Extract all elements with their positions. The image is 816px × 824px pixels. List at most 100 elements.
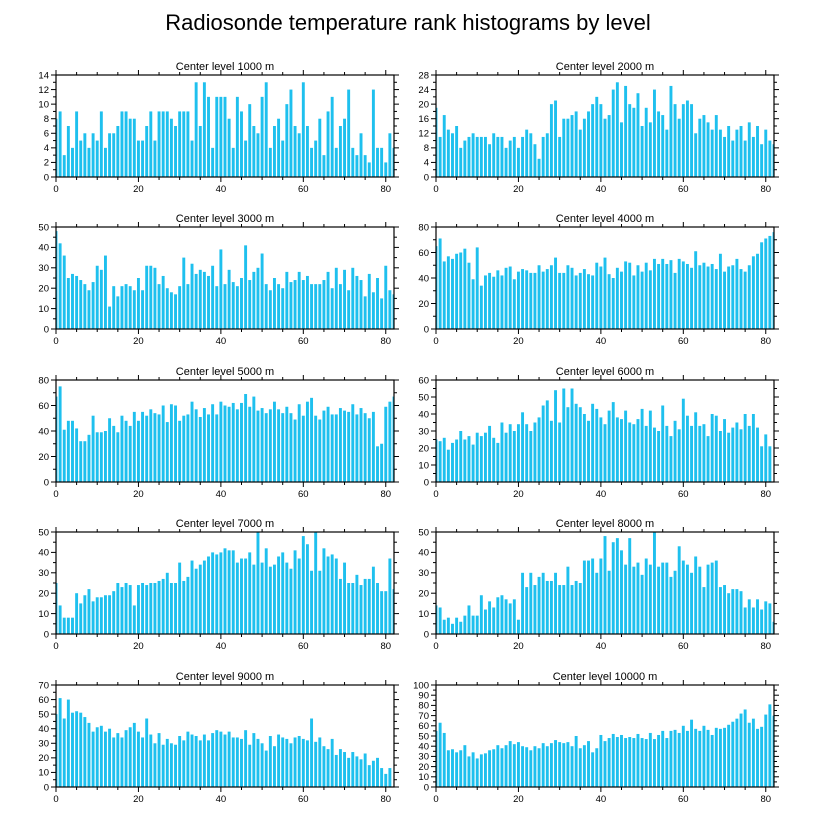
histogram-bar xyxy=(186,284,190,329)
histogram-bar xyxy=(438,722,442,787)
histogram-bar xyxy=(624,410,628,482)
histogram-bar xyxy=(62,155,66,177)
histogram-bar xyxy=(587,420,590,482)
x-tick-label: 40 xyxy=(596,641,607,652)
histogram-bar xyxy=(355,275,359,329)
histogram-bar xyxy=(582,745,586,787)
histogram-bar xyxy=(66,617,70,634)
histogram-bar xyxy=(669,85,673,177)
histogram-bar xyxy=(310,284,314,329)
histogram-bar xyxy=(285,104,289,177)
histogram-bar xyxy=(330,554,334,634)
histogram-bar xyxy=(343,562,346,634)
histogram-bar xyxy=(211,404,215,482)
histogram-bar xyxy=(484,432,487,482)
histogram-bar xyxy=(723,727,726,787)
histogram-bar xyxy=(314,741,318,787)
histogram-bar xyxy=(281,140,285,177)
histogram-bar xyxy=(301,738,305,787)
histogram-bar xyxy=(764,238,768,329)
histogram-bar xyxy=(75,593,79,634)
histogram-bar xyxy=(479,136,483,177)
histogram-bar xyxy=(611,278,615,329)
histogram-bar xyxy=(219,731,223,787)
histogram-bar xyxy=(500,595,504,634)
histogram-bar xyxy=(657,566,661,634)
histogram-bar xyxy=(471,444,475,482)
histogram-bar xyxy=(99,269,103,329)
histogram-bar xyxy=(578,748,582,787)
histogram-bar xyxy=(760,609,764,634)
histogram-bar xyxy=(244,394,248,482)
histogram-bar xyxy=(116,733,120,787)
histogram-bar xyxy=(541,572,545,634)
histogram-bar xyxy=(145,265,149,329)
histogram-bar xyxy=(607,570,611,634)
histogram-bar xyxy=(376,147,379,177)
histogram-bar xyxy=(202,82,206,177)
histogram-bar xyxy=(371,760,375,787)
histogram-bar xyxy=(653,89,656,177)
histogram-bar xyxy=(165,738,169,787)
histogram-bar xyxy=(256,532,260,634)
histogram-bar xyxy=(756,728,759,787)
histogram-bar xyxy=(442,437,446,482)
histogram-bar xyxy=(380,298,384,329)
histogram-bar xyxy=(367,273,371,329)
histogram-bar xyxy=(223,548,227,634)
histogram-bar xyxy=(297,133,301,177)
y-tick-label: 30 xyxy=(418,426,429,437)
histogram-bar xyxy=(334,147,338,177)
histogram-bar xyxy=(215,730,219,787)
histogram-bar xyxy=(182,580,186,634)
histogram-bar xyxy=(128,286,132,329)
histogram-bar xyxy=(558,422,562,482)
histogram-bar xyxy=(186,111,190,177)
histogram-bar xyxy=(392,294,394,329)
histogram-bar xyxy=(657,263,661,329)
histogram-bar xyxy=(562,388,566,482)
histogram-bar xyxy=(496,270,500,329)
x-tick-label: 20 xyxy=(133,184,144,195)
histogram-bar xyxy=(136,278,140,329)
histogram-bar xyxy=(112,737,116,787)
histogram-bar xyxy=(235,286,239,329)
histogram-bar xyxy=(165,422,169,482)
x-tick-label: 80 xyxy=(380,641,391,652)
y-tick-label: 0 xyxy=(44,629,49,640)
histogram-bar xyxy=(685,564,689,634)
histogram-bar xyxy=(165,572,169,634)
histogram-bar xyxy=(305,275,309,329)
x-tick-label: 20 xyxy=(513,184,524,195)
histogram-bar xyxy=(58,111,62,177)
histogram-bar xyxy=(264,413,268,482)
histogram-bar xyxy=(508,603,512,634)
histogram-bar xyxy=(611,89,615,177)
histogram-bar xyxy=(475,615,479,634)
histogram-bar xyxy=(525,270,529,329)
histogram-bar xyxy=(71,147,74,177)
histogram-bar xyxy=(756,253,759,329)
histogram-bar xyxy=(685,263,689,329)
histogram-bar xyxy=(273,401,276,482)
histogram-bar xyxy=(99,111,103,177)
histogram-bar xyxy=(451,133,454,177)
histogram-bar xyxy=(582,118,586,177)
histogram-bar xyxy=(723,136,726,177)
histogram-bar xyxy=(66,420,70,482)
histogram-bar xyxy=(727,126,731,177)
histogram-bar xyxy=(504,432,508,482)
histogram-bar xyxy=(628,737,632,787)
histogram-bar xyxy=(735,718,739,787)
histogram-bar xyxy=(508,424,512,482)
histogram-bar xyxy=(578,272,582,329)
histogram-bar xyxy=(702,587,706,634)
histogram-bar xyxy=(764,129,768,177)
histogram-bar xyxy=(153,743,157,787)
histogram-bar xyxy=(194,409,198,482)
histogram-bar xyxy=(293,419,297,482)
histogram-bar xyxy=(442,261,446,329)
histogram-bar xyxy=(384,162,388,177)
histogram-bar xyxy=(455,752,459,787)
